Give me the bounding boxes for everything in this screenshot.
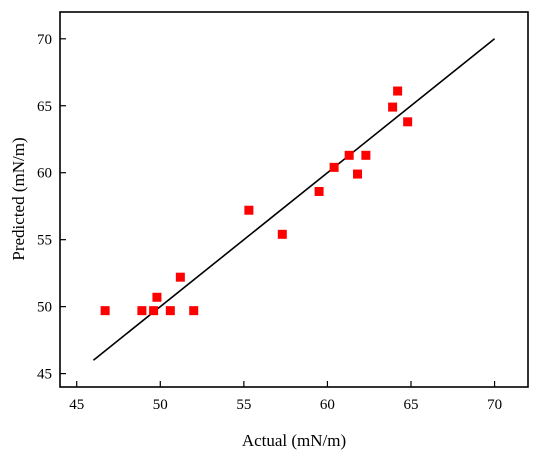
data-point <box>314 186 324 196</box>
data-point <box>189 306 199 316</box>
data-point <box>277 229 287 239</box>
y-tick-label: 55 <box>37 233 52 249</box>
y-axis-ticks: 45 50 55 60 65 70 <box>37 32 66 383</box>
data-point <box>344 150 354 160</box>
x-tick-label: 45 <box>69 397 84 413</box>
x-tick-label: 70 <box>487 397 502 413</box>
data-point <box>175 272 185 282</box>
data-point <box>361 150 371 160</box>
data-point <box>388 102 398 112</box>
y-tick-label: 45 <box>37 367 52 383</box>
x-axis-title: Actual (mN/m) <box>242 431 346 450</box>
x-tick-label: 50 <box>153 397 168 413</box>
data-point <box>329 162 339 172</box>
data-points <box>100 86 413 316</box>
data-point <box>152 292 162 302</box>
data-point <box>393 86 403 96</box>
fit-line <box>92 38 496 361</box>
x-tick-label: 60 <box>320 397 335 413</box>
y-tick-label: 65 <box>37 99 52 115</box>
plot-frame <box>59 11 529 388</box>
data-point <box>149 306 159 316</box>
y-tick-label: 50 <box>37 300 52 316</box>
data-point <box>244 205 254 215</box>
data-point <box>137 306 147 316</box>
x-tick-label: 55 <box>236 397 251 413</box>
y-axis-title: Predicted (mN/m) <box>9 137 28 260</box>
x-tick-label: 65 <box>404 397 419 413</box>
data-point <box>165 306 175 316</box>
data-point <box>403 117 413 127</box>
data-point <box>100 306 110 316</box>
data-point <box>353 169 363 179</box>
x-axis-ticks: 45 50 55 60 65 70 <box>69 381 502 413</box>
y-tick-label: 60 <box>37 166 52 182</box>
y-tick-label: 70 <box>37 32 52 48</box>
